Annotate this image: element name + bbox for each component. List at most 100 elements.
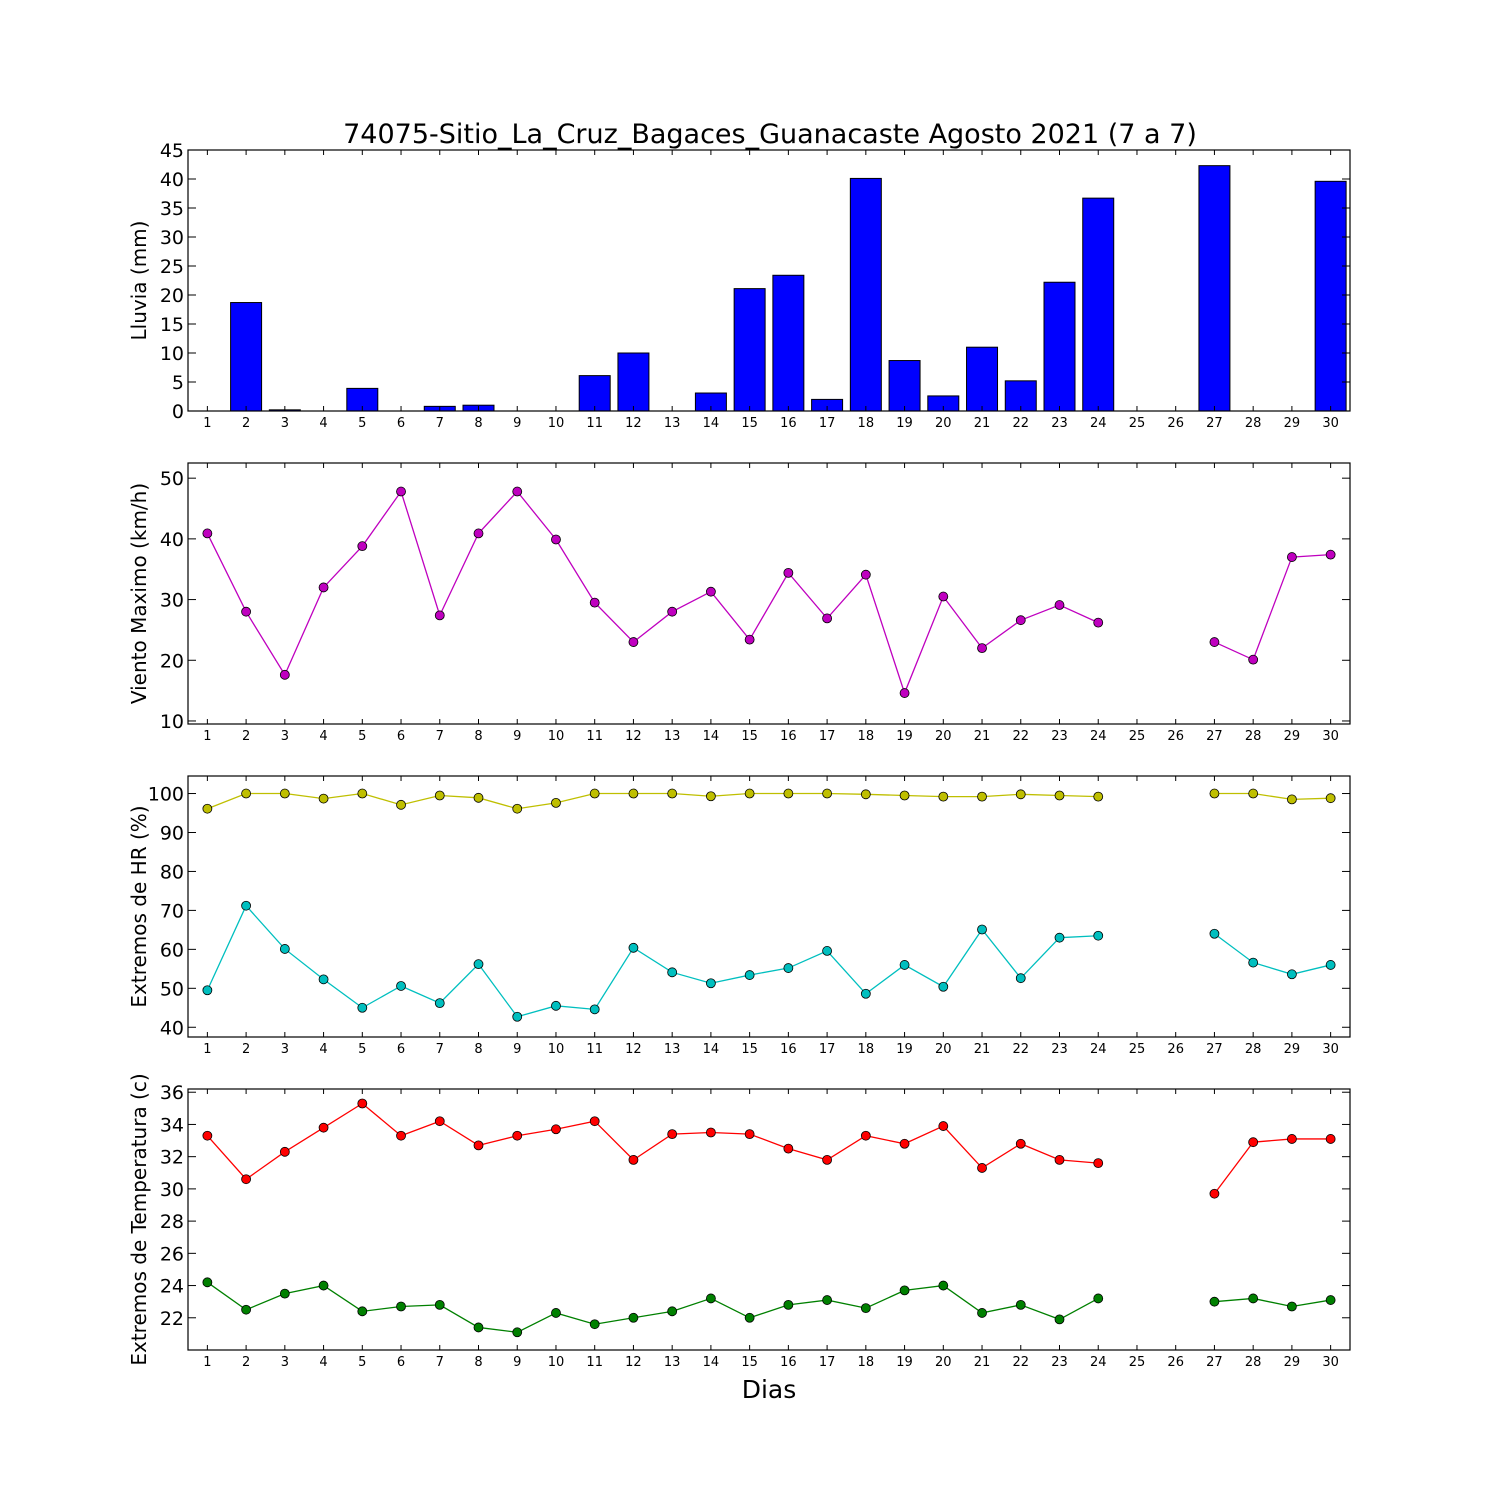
hr-xtick-label-21: 21: [974, 1042, 991, 1057]
viento-series-0-point-1: [202, 528, 213, 539]
viento-xtick-label-21: 21: [974, 729, 991, 744]
hr-series-1-point-5: [357, 1002, 368, 1013]
hr-series-1-point-29: [1287, 969, 1297, 980]
panel-temp: 1 2 3 4 5 6 7 8 9 10 11 12 13 14 15 16 17 18 19 20 21 22 23 24 2…: [127, 1073, 1351, 1370]
temp-xtick-label-1: 1: [203, 1355, 211, 1370]
lluvia-xtick-label-15: 15: [741, 416, 758, 431]
hr-series-0-point-13: [667, 788, 678, 799]
hr-series-0-line-1: [1214, 792, 1331, 801]
x-axis-label: Dias: [742, 1375, 797, 1404]
temp-xtick-label-4: 4: [319, 1355, 327, 1370]
hr-series-1-point-18: [860, 988, 871, 999]
hr-xtick-label-9: 9: [513, 1042, 521, 1057]
hr-series-0-point-2: [241, 788, 252, 799]
temp-ytick-label-24: 24: [160, 1276, 184, 1298]
viento-xtick-label-6: 6: [397, 729, 405, 744]
lluvia-xtick-label-24: 24: [1090, 416, 1107, 431]
temp-series-0-line-0: [206, 1102, 1099, 1181]
hr-xtick-label-30: 30: [1322, 1042, 1339, 1057]
hr-series-0-point-28: [1248, 788, 1259, 799]
hr-series-0-point-4: [318, 793, 329, 804]
hr-xtick-label-19: 19: [896, 1042, 913, 1057]
temp-series-0-point-2: [241, 1174, 252, 1185]
hr-series-0-point-19: [899, 790, 910, 801]
viento-xtick-label-18: 18: [858, 729, 875, 744]
viento-axes-frame: [187, 462, 1351, 725]
lluvia-xtick-label-19: 19: [896, 416, 913, 431]
temp-xtick-label-19: 19: [896, 1355, 913, 1370]
viento-xtick-label-5: 5: [358, 729, 366, 744]
temp-series-1-point-2: [241, 1304, 252, 1315]
temp-series-0-point-30: [1325, 1134, 1336, 1144]
temp-series-1-point-23: [1054, 1314, 1065, 1325]
viento-xtick-label-12: 12: [625, 729, 642, 744]
temp-ytick-label-34: 34: [160, 1114, 184, 1136]
temp-series-1-point-22: [1015, 1299, 1026, 1310]
temp-series-0-point-16: [783, 1143, 794, 1154]
hr-xtick-label-28: 28: [1245, 1042, 1262, 1057]
lluvia-xtick-label-17: 17: [819, 416, 836, 431]
hr-xtick-label-15: 15: [741, 1042, 758, 1057]
hr-series-1-point-12: [628, 942, 639, 953]
temp-xtick-label-13: 13: [664, 1355, 681, 1370]
hr-series-1-point-3: [279, 944, 290, 954]
temp-xtick-label-30: 30: [1322, 1355, 1339, 1370]
hr-xtick-label-3: 3: [281, 1042, 289, 1057]
temp-series-1-point-11: [589, 1319, 600, 1330]
viento-xtick-label-13: 13: [664, 729, 681, 744]
viento-series-0-point-27: [1209, 637, 1220, 647]
temp-series-1-point-29: [1287, 1301, 1297, 1312]
hr-series-0-point-12: [628, 788, 639, 799]
viento-ytick-label-40: 40: [160, 529, 184, 551]
temp-xtick-label-22: 22: [1012, 1355, 1029, 1370]
lluvia-xtick-label-27: 27: [1206, 416, 1223, 431]
hr-series-0-point-18: [860, 789, 871, 800]
hr-series-1-point-13: [667, 967, 678, 978]
hr-xtick-label-27: 27: [1206, 1042, 1223, 1057]
hr-xtick-label-6: 6: [397, 1042, 405, 1057]
temp-series-1-point-14: [706, 1293, 716, 1304]
viento-xtick-label-27: 27: [1206, 729, 1223, 744]
hr-xtick-label-26: 26: [1167, 1042, 1184, 1057]
viento-xtick-label-23: 23: [1051, 729, 1068, 744]
lluvia-xtick-label-6: 6: [397, 416, 405, 431]
viento-xtick-label-8: 8: [474, 729, 482, 744]
temp-series-0-point-29: [1287, 1134, 1297, 1144]
lluvia-xtick-label-16: 16: [780, 416, 797, 431]
hr-ytick-label-90: 90: [160, 822, 184, 844]
hr-xtick-label-24: 24: [1090, 1042, 1107, 1057]
viento-series-0-line-1: [1214, 554, 1331, 661]
temp-xtick-label-26: 26: [1167, 1355, 1184, 1370]
hr-series-0-point-9: [512, 803, 523, 814]
temp-series-1-point-21: [977, 1308, 987, 1318]
temp-series-1-point-27: [1209, 1296, 1220, 1307]
lluvia-xtick-label-29: 29: [1284, 416, 1301, 431]
hr-xtick-label-4: 4: [319, 1042, 327, 1057]
temp-ytick-label-32: 32: [160, 1147, 184, 1169]
temp-series-1-point-5: [357, 1306, 368, 1317]
lluvia-ytick-label-5: 5: [172, 372, 184, 394]
viento-ytick-label-30: 30: [160, 590, 184, 612]
viento-xtick-label-29: 29: [1284, 729, 1301, 744]
lluvia-bar-24: [1082, 197, 1115, 412]
hr-xtick-label-11: 11: [586, 1042, 603, 1057]
lluvia-xtick-label-12: 12: [625, 416, 642, 431]
hr-series-1-point-27: [1209, 928, 1220, 939]
viento-ytick-label-50: 50: [160, 468, 184, 490]
lluvia-ytick-label-25: 25: [160, 256, 184, 278]
hr-series-0-point-6: [396, 799, 406, 810]
hr-series-1-point-11: [589, 1004, 600, 1015]
viento-series-0-point-5: [357, 541, 368, 552]
temp-y-axis-label: Extremos de Temperatura (c): [127, 1073, 151, 1365]
temp-series-0-point-17: [822, 1154, 832, 1165]
lluvia-xtick-label-7: 7: [436, 416, 444, 431]
lluvia-bar-27: [1198, 165, 1231, 412]
hr-series-1-line-0: [206, 904, 1099, 1018]
lluvia-xtick-label-1: 1: [203, 416, 211, 431]
hr-series-0-point-29: [1287, 794, 1297, 805]
hr-xtick-label-14: 14: [703, 1042, 720, 1057]
hr-series-1-point-4: [318, 974, 329, 985]
viento-xtick-label-17: 17: [819, 729, 836, 744]
lluvia-xtick-label-23: 23: [1051, 416, 1068, 431]
viento-series-0-point-28: [1248, 654, 1259, 665]
